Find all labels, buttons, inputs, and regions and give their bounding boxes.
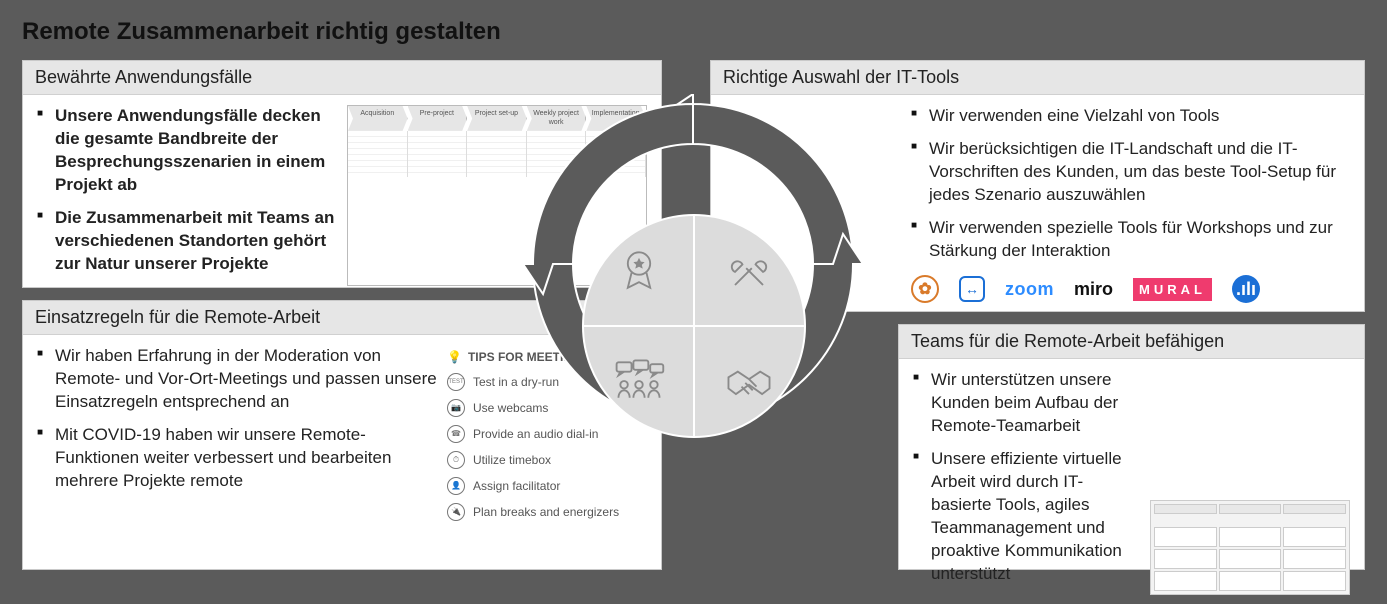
panel-header: Richtige Auswahl der IT-Tools: [711, 61, 1364, 95]
timer-icon: ⏱: [447, 451, 465, 469]
plug-icon: 🔌: [447, 503, 465, 521]
teamviewer-icon: ↔: [959, 276, 985, 302]
bullet-list: Wir haben Erfahrung in der Moderation vo…: [37, 345, 437, 529]
webcam-icon: 📷: [447, 399, 465, 417]
bullet: Wir haben Erfahrung in der Moderation vo…: [37, 345, 437, 414]
bullet-list: Wir verwenden eine Vielzahl von Tools Wi…: [911, 105, 1350, 273]
tip-item: 🔌Plan breaks and energizers: [447, 503, 647, 521]
stage: Acquisition: [348, 106, 408, 131]
test-icon: TEST: [447, 373, 465, 391]
person-icon: 👤: [447, 477, 465, 495]
zoom-logo: zoom: [1005, 279, 1054, 300]
poll-icon: .ılı: [1232, 275, 1260, 303]
panel-enable-teams: Teams für die Remote-Arbeit befähigen Wi…: [898, 324, 1365, 570]
center-puzzle: [582, 214, 806, 438]
bullet: Wir berücksichtigen die IT-Landschaft un…: [911, 138, 1350, 207]
bullet-list: Wir unterstützen unsere Kunden beim Aufb…: [913, 369, 1140, 595]
phone-icon: ☎: [447, 425, 465, 443]
bullet: Wir verwenden spezielle Tools für Worksh…: [911, 217, 1350, 263]
mural-logo: MURAL: [1133, 278, 1212, 301]
bullet: Die Zusammenarbeit mit Teams an verschie…: [37, 207, 337, 276]
bullet: Mit COVID-19 haben wir unsere Remote-Fun…: [37, 424, 437, 493]
gotomeeting-icon: [911, 275, 939, 303]
bullet: Wir unterstützen unsere Kunden beim Aufb…: [913, 369, 1140, 438]
framework-thumbnail: [1150, 500, 1350, 595]
bullet: Unsere effiziente virtuelle Arbeit wird …: [913, 448, 1140, 586]
bullet-list: Unsere Anwendungsfälle decken die gesamt…: [37, 105, 337, 286]
panel-header: Bewährte Anwendungsfälle: [23, 61, 661, 95]
tip-item: ⏱Utilize timebox: [447, 451, 647, 469]
bullet: Wir verwenden eine Vielzahl von Tools: [911, 105, 1350, 128]
lightbulb-icon: 💡: [447, 349, 462, 365]
tip-item: 👤Assign facilitator: [447, 477, 647, 495]
panel-header: Teams für die Remote-Arbeit befähigen: [899, 325, 1364, 359]
page-title: Remote Zusammenarbeit richtig gestalten: [22, 18, 501, 46]
stage: Pre-project: [408, 106, 468, 131]
tool-logos: ↔ zoom miro MURAL .ılı: [911, 275, 1352, 303]
miro-logo: miro: [1074, 279, 1113, 300]
bullet: Unsere Anwendungsfälle decken die gesamt…: [37, 105, 337, 197]
stage: Project set-up: [467, 106, 527, 131]
